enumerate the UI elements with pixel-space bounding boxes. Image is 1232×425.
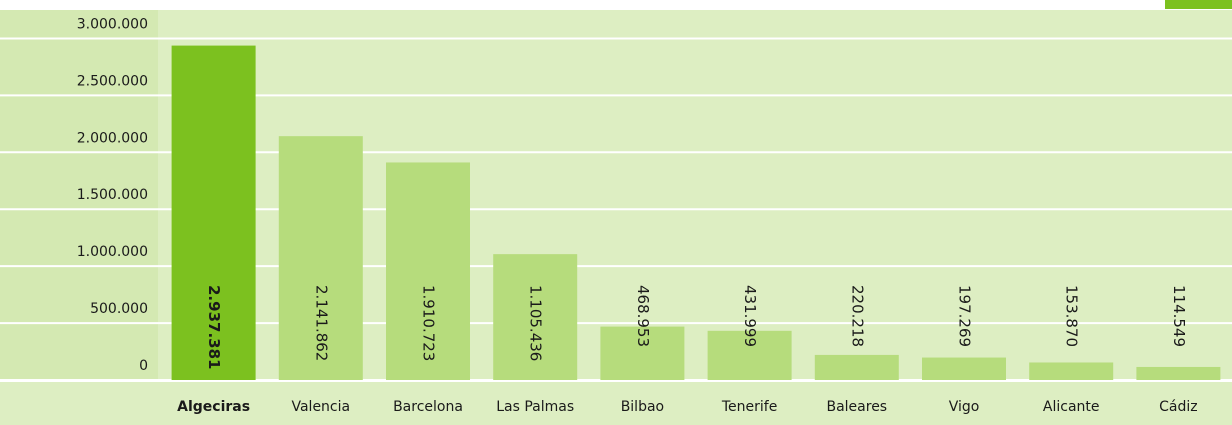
- value-label: 468.953: [634, 285, 652, 347]
- x-tick-label: Algeciras: [177, 399, 250, 415]
- x-tick-label: Valencia: [291, 399, 350, 415]
- bar: [600, 326, 685, 380]
- y-tick-label: 3.000.000: [77, 16, 148, 32]
- x-tick-label: Tenerife: [721, 399, 777, 415]
- bar: [278, 136, 363, 380]
- bar: [922, 357, 1006, 380]
- x-tick-label: Las Palmas: [496, 399, 574, 415]
- value-label: 114.549: [1170, 285, 1188, 347]
- y-tick-label: 2.000.000: [77, 130, 148, 146]
- value-label: 431.999: [741, 285, 759, 347]
- bar: [386, 162, 470, 380]
- value-label: 1.910.723: [420, 285, 438, 361]
- bar: [1029, 362, 1114, 380]
- x-tick-label: Cádiz: [1159, 399, 1197, 415]
- bar: [1136, 366, 1221, 380]
- bar: [493, 254, 578, 380]
- y-tick-label: 1.000.000: [77, 244, 148, 260]
- y-tick-label: 2.500.000: [77, 73, 148, 89]
- bar: [171, 45, 256, 381]
- value-label: 1.105.436: [527, 285, 545, 361]
- x-tick-label: Alicante: [1043, 399, 1100, 415]
- corner-tab: [1165, 0, 1232, 9]
- axis-panel: [0, 10, 158, 380]
- bar: [707, 330, 792, 380]
- y-tick-label: 500.000: [90, 301, 148, 317]
- x-tick-label: Vigo: [949, 399, 980, 415]
- value-label: 153.870: [1063, 285, 1081, 347]
- bar: [814, 354, 899, 380]
- x-tick-label: Bilbao: [621, 399, 664, 415]
- y-tick-label: 1.500.000: [77, 187, 148, 203]
- value-label: 2.937.381: [205, 285, 223, 369]
- x-tick-label: Barcelona: [393, 399, 463, 415]
- category-strip: [0, 382, 1232, 425]
- value-label: 197.269: [956, 285, 974, 347]
- value-label: 2.141.862: [312, 285, 330, 361]
- x-tick-label: Baleares: [826, 399, 887, 415]
- value-label: 220.218: [848, 285, 866, 347]
- y-tick-label: 0: [139, 358, 148, 374]
